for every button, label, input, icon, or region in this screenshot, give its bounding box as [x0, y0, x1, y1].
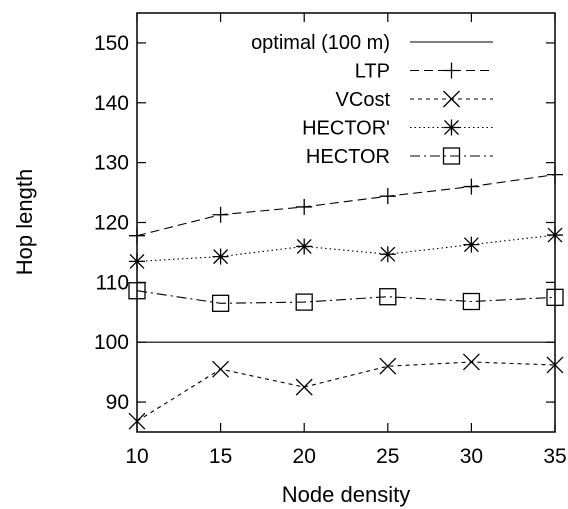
data-point — [295, 293, 313, 311]
data-point — [296, 198, 313, 215]
legend-marker — [443, 119, 460, 136]
legend: optimal (100 m) LTP VCost HECTOR' HECTOR — [251, 32, 493, 168]
x-tick-label: 30 — [460, 445, 483, 468]
data-point — [295, 378, 313, 396]
legend-label: HECTOR — [306, 146, 390, 168]
data-point — [296, 238, 313, 255]
series-line — [136, 174, 556, 237]
legend-entry: LTP — [355, 61, 493, 83]
y-tick-label: 150 — [94, 32, 129, 55]
data-point — [463, 178, 480, 195]
plot-marks — [128, 166, 564, 430]
legend-label: LTP — [355, 61, 390, 83]
series-2 — [128, 353, 564, 430]
y-tick-label: 140 — [94, 92, 129, 115]
data-point — [212, 360, 230, 378]
legend-entry: optimal (100 m) — [251, 32, 493, 54]
plot-frame — [136, 12, 556, 433]
series-line — [136, 290, 556, 304]
legend-marker — [443, 62, 460, 79]
y-axis-label: Hop length — [12, 169, 37, 275]
data-point — [379, 288, 397, 306]
legend-entry: VCost — [336, 89, 493, 111]
data-point — [462, 353, 480, 371]
data-point — [212, 206, 229, 223]
y-tick-label: 130 — [94, 152, 129, 175]
x-tick-label: 10 — [125, 445, 148, 468]
legend-marker — [443, 90, 460, 108]
data-point — [462, 292, 481, 311]
series-4 — [128, 282, 564, 312]
series-line — [136, 234, 556, 262]
series-1 — [129, 166, 563, 244]
x-tick-label: 25 — [376, 445, 399, 468]
x-tick-label: 35 — [543, 445, 566, 468]
data-point — [212, 248, 229, 265]
legend-marker — [442, 147, 461, 165]
legend-entry: HECTOR — [306, 146, 493, 168]
axis-ticks: 90 100 110 120 130 140 150 10 15 20 25 30 35 — [94, 13, 567, 468]
x-axis-label: Node density — [282, 482, 410, 507]
legend-label: optimal (100 m) — [251, 32, 390, 54]
x-tick-label: 20 — [293, 445, 316, 468]
legend-label: HECTOR' — [302, 118, 390, 140]
data-point — [379, 246, 396, 263]
data-point — [379, 357, 397, 375]
data-point — [379, 188, 396, 205]
series-3 — [129, 227, 563, 270]
series-line — [136, 361, 556, 422]
data-point — [211, 294, 230, 312]
y-tick-label: 100 — [94, 331, 129, 354]
y-tick-label: 110 — [96, 271, 129, 294]
y-tick-label: 120 — [94, 212, 129, 235]
data-point — [463, 236, 480, 253]
x-tick-label: 15 — [209, 445, 232, 468]
legend-label: VCost — [336, 89, 391, 111]
legend-entry: HECTOR' — [302, 118, 493, 140]
y-tick-label: 90 — [106, 391, 129, 414]
